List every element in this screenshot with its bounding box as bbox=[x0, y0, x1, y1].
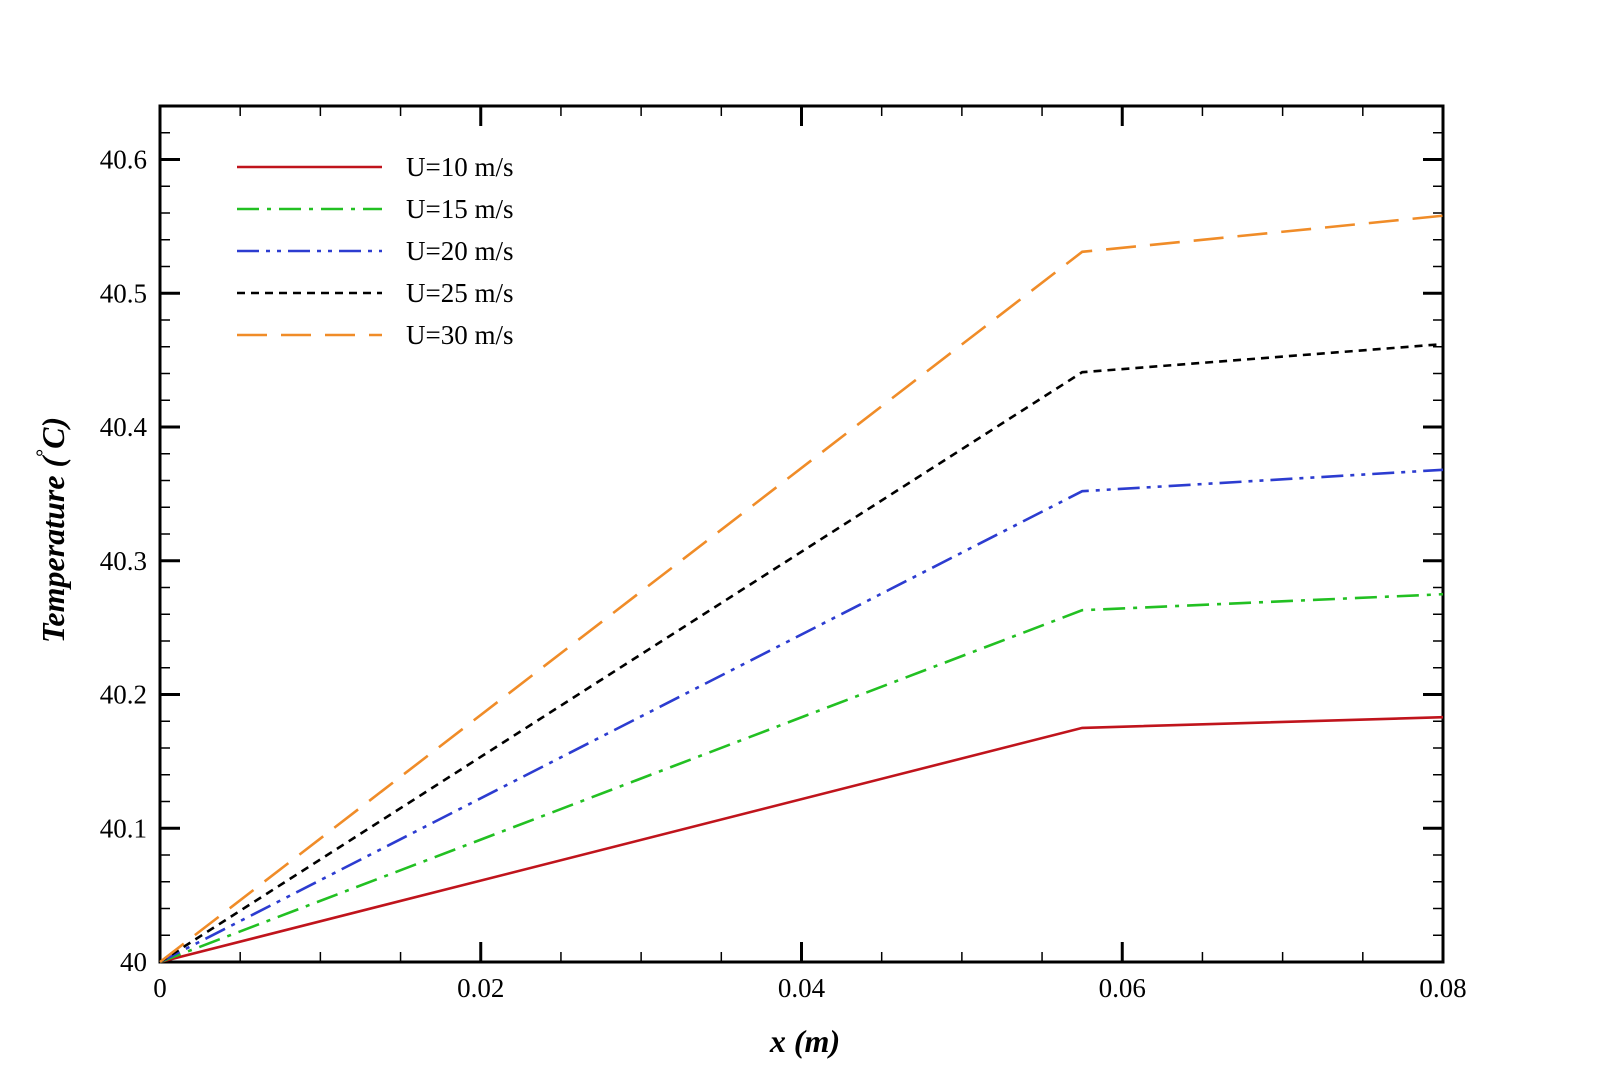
y-axis-title-main: Temperature ( bbox=[35, 454, 71, 643]
y-tick-label: 40.2 bbox=[100, 680, 147, 710]
legend-label-u-25-m-s: U=25 m/s bbox=[406, 278, 514, 308]
svg-text:Temperature (°C): Temperature (°C) bbox=[33, 417, 71, 643]
series-line-u-20-m-s bbox=[159, 468, 1444, 964]
y-axis-title: Temperature (°C) bbox=[33, 417, 71, 643]
x-tick-label: 0 bbox=[153, 973, 167, 1003]
legend-label-u-15-m-s: U=15 m/s bbox=[406, 194, 514, 224]
y-tick-label: 40.3 bbox=[100, 546, 147, 576]
series-line-u-25-m-s bbox=[159, 342, 1444, 964]
x-axis: 0 0.02 0.04 0.06 0.08 bbox=[153, 106, 1467, 1003]
y-tick-label: 40.1 bbox=[100, 813, 147, 843]
x-tick-label: 0.06 bbox=[1099, 973, 1146, 1003]
x-tick-label: 0.04 bbox=[778, 973, 826, 1003]
y-axis-title-degree: ° bbox=[33, 449, 55, 457]
series-line-u-15-m-s bbox=[159, 592, 1444, 964]
legend-label-u-30-m-s: U=30 m/s bbox=[406, 320, 514, 350]
series-line-u-30-m-s bbox=[159, 214, 1444, 964]
y-tick-label: 40.4 bbox=[100, 412, 148, 442]
y-tick-label: 40 bbox=[120, 947, 147, 977]
legend: U=10 m/s U=15 m/s U=20 m/s U=25 m/s U=30 m/s bbox=[237, 152, 514, 350]
y-tick-label: 40.5 bbox=[100, 278, 147, 308]
y-tick-label: 40.6 bbox=[100, 145, 147, 175]
legend-label-u-20-m-s: U=20 m/s bbox=[406, 236, 514, 266]
x-tick-label: 0.02 bbox=[457, 973, 504, 1003]
y-axis: 40 40.1 40.2 40.3 40.4 40.5 40.6 bbox=[100, 145, 1443, 977]
y-axis-title-unit: C) bbox=[35, 417, 71, 449]
x-tick-label: 0.08 bbox=[1419, 973, 1466, 1003]
series-lines bbox=[159, 214, 1444, 964]
series-line-u-10-m-s bbox=[159, 715, 1444, 964]
legend-label-u-10-m-s: U=10 m/s bbox=[406, 152, 514, 182]
x-axis-title: x (m) bbox=[769, 1023, 840, 1059]
